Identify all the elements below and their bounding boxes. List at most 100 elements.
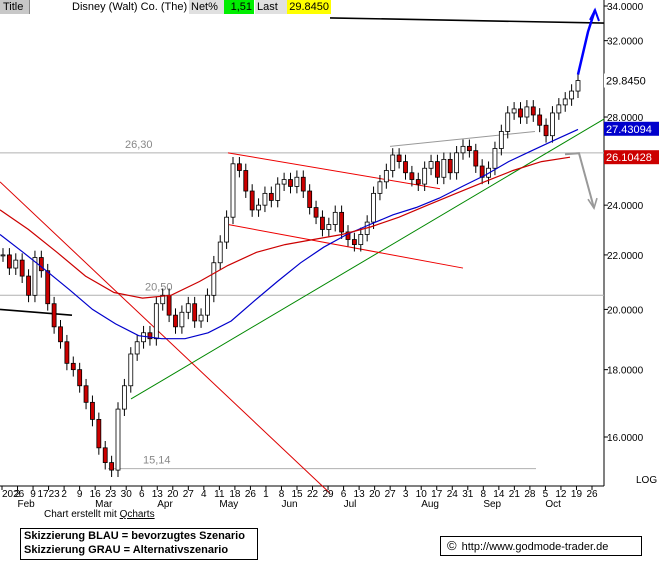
- x-tick-label: 17: [431, 489, 443, 500]
- level-label: 26,30: [125, 139, 153, 151]
- plot-area: [0, 0, 604, 486]
- last-label: Last: [255, 0, 287, 14]
- candle-down: [249, 190, 255, 211]
- candle-down: [166, 294, 172, 316]
- candle-up: [134, 341, 140, 355]
- y-tick-label: 34.0000: [607, 2, 644, 13]
- candle-down: [102, 447, 108, 463]
- candle-up: [441, 158, 447, 178]
- candle-down: [96, 419, 102, 449]
- price-marker-bg: [604, 150, 659, 165]
- candle-up: [454, 152, 460, 174]
- x-tick-label: 8: [481, 489, 487, 500]
- candle-down: [64, 341, 70, 364]
- candle-up: [492, 148, 498, 169]
- x-tick-label: 2026: [2, 489, 25, 500]
- y-tick-label: 16.0000: [607, 433, 644, 444]
- x-tick-label: 6: [139, 489, 145, 500]
- ma-long-line: [0, 156, 571, 299]
- x-tick-label: 20: [369, 489, 381, 500]
- x-tick-label: 2: [15, 489, 21, 500]
- candle-down: [45, 270, 51, 305]
- price-marker-label: 26.10428: [606, 152, 652, 164]
- x-tick-label: 31: [462, 489, 474, 500]
- channel-upper: [227, 152, 441, 190]
- candle-down: [466, 145, 472, 152]
- net-label: Net%: [189, 0, 225, 14]
- x-month-label: Jul: [344, 499, 357, 510]
- candle-down: [307, 190, 313, 208]
- candle-down: [236, 163, 242, 171]
- candle-up: [262, 192, 268, 206]
- top-resistance: [329, 17, 605, 24]
- x-month-label: May: [219, 499, 238, 510]
- candle-up: [505, 112, 511, 132]
- x-tick-label: 9: [30, 489, 36, 500]
- x-tick-label: 5: [543, 489, 549, 500]
- candle-down: [288, 179, 293, 187]
- candle-down: [77, 369, 83, 387]
- x-tick-label: 26: [586, 489, 598, 500]
- candle-down: [435, 161, 440, 178]
- alternative-arrowhead: [587, 197, 598, 211]
- y-tick-label: 28.0000: [607, 113, 644, 124]
- candle-down: [300, 176, 306, 192]
- candle-down: [192, 303, 198, 322]
- x-tick-label: 26: [245, 489, 257, 500]
- candle-down: [409, 172, 415, 180]
- candle-down: [109, 462, 115, 471]
- candle-down: [518, 108, 523, 118]
- candle-up: [556, 104, 562, 114]
- candle-up: [524, 106, 530, 118]
- price-marker-label: 29.8450: [606, 76, 646, 88]
- channel-lower: [227, 224, 464, 269]
- uptrend-line: [130, 118, 605, 400]
- candle-up: [383, 170, 389, 183]
- chart-credit: Chart erstellt mit Qcharts: [44, 509, 155, 520]
- x-tick-label: 29: [322, 489, 334, 500]
- y-axis: 16.000018.000020.000022.000024.000026.00…: [604, 2, 659, 486]
- candle-down: [345, 231, 351, 240]
- x-tick-label: 24: [447, 489, 459, 500]
- candle-up: [371, 192, 376, 223]
- candle-up: [562, 98, 568, 106]
- last-value: 29.8450: [287, 0, 331, 14]
- candle-up: [498, 131, 504, 149]
- candle-up: [422, 167, 428, 185]
- y-tick-label: 18.0000: [607, 366, 644, 377]
- candle-up: [198, 314, 204, 322]
- candle-up: [153, 303, 159, 340]
- website-link[interactable]: © http://www.godmode-trader.de: [440, 536, 642, 556]
- trendlines: [0, 17, 605, 494]
- x-month-label: Jun: [281, 499, 297, 510]
- x-month-label: Mar: [95, 499, 113, 510]
- qcharts-link[interactable]: Qcharts: [119, 509, 155, 520]
- x-tick-label: 20: [167, 489, 179, 500]
- candle-up: [211, 262, 217, 296]
- candle-down: [415, 179, 421, 185]
- y-tick-label: 20.0000: [607, 305, 644, 316]
- x-tick-label: 11: [214, 489, 225, 500]
- candle-down: [543, 124, 549, 137]
- x-tick-label: 6: [341, 489, 347, 500]
- x-tick-label: 2: [61, 489, 67, 500]
- candle-up: [275, 183, 281, 201]
- x-month-label: Apr: [157, 499, 173, 510]
- x-tick-label: 1723: [37, 489, 60, 500]
- candle-up: [217, 241, 223, 264]
- scenario-legend: Skizzierung BLAU = bevorzugtes Szenario …: [20, 528, 258, 560]
- candle-down: [147, 332, 153, 340]
- candle-down: [243, 170, 249, 192]
- candle-up: [230, 163, 236, 218]
- candle-up: [550, 112, 555, 137]
- website-url: http://www.godmode-trader.de: [461, 541, 609, 553]
- x-month-label: Feb: [18, 499, 36, 510]
- candle-up: [32, 257, 38, 296]
- candle-up: [460, 145, 466, 154]
- candle-down: [26, 275, 31, 296]
- x-tick-label: 28: [524, 489, 536, 500]
- x-tick-label: 18: [229, 489, 241, 500]
- candle-up: [256, 204, 261, 211]
